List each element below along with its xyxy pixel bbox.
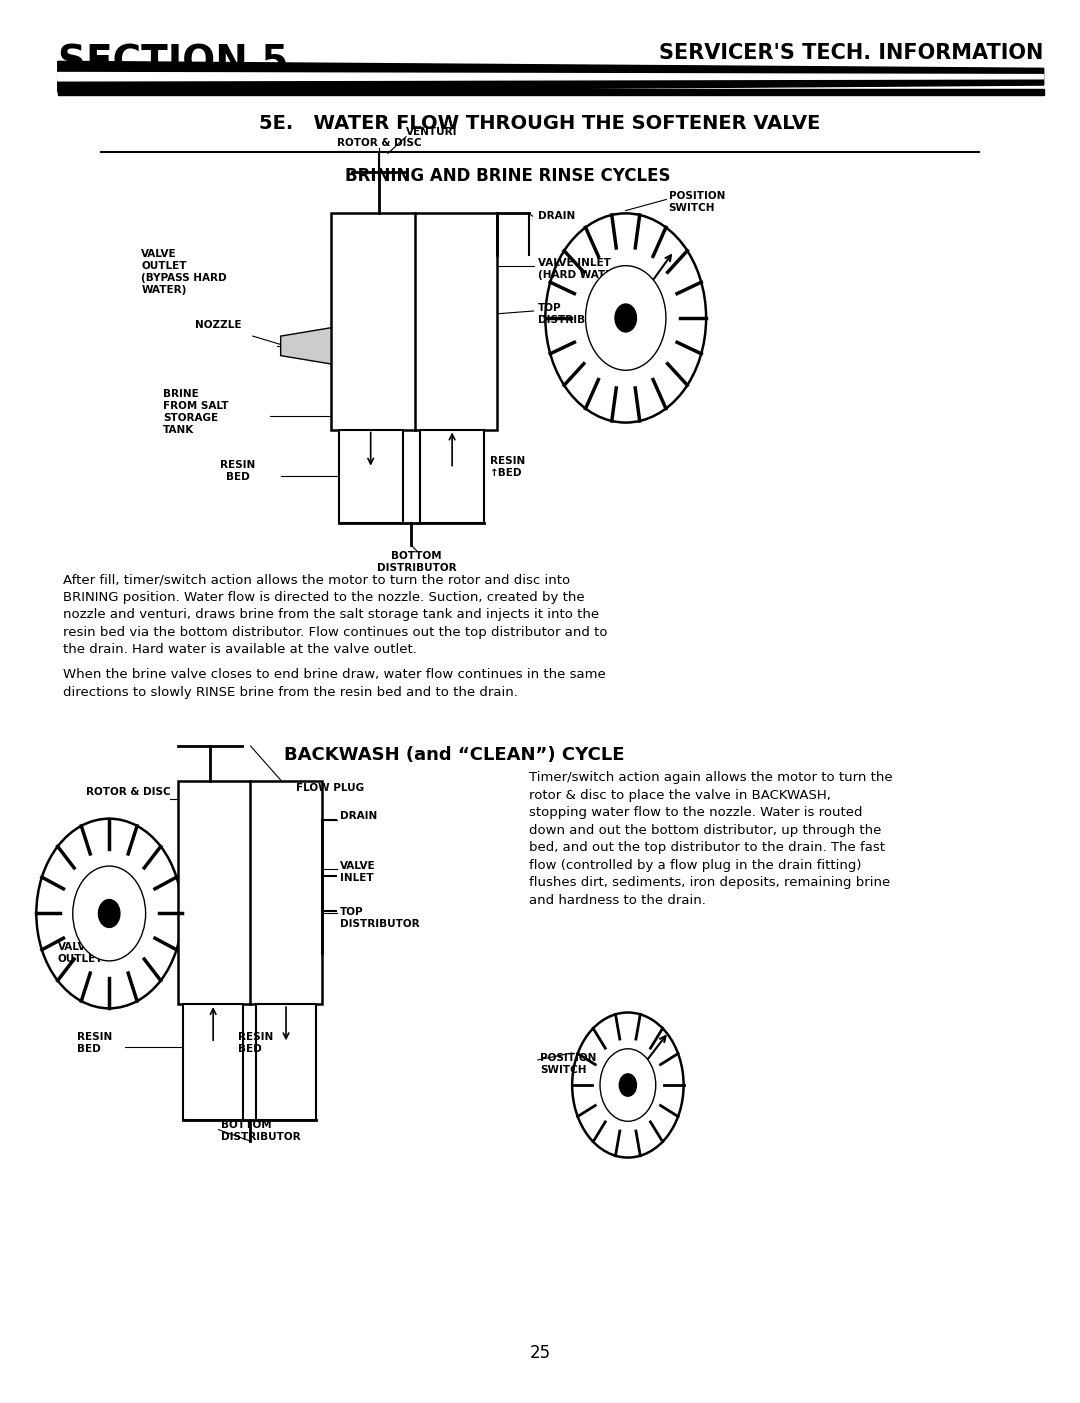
Polygon shape [57,62,1043,93]
Text: RESIN
BED: RESIN BED [77,1033,112,1054]
Circle shape [98,899,120,927]
Text: VENTURI: VENTURI [406,126,458,136]
Circle shape [600,1049,656,1121]
Text: BOTTOM
DISTRIBUTOR: BOTTOM DISTRIBUTOR [220,1120,300,1142]
Text: Timer/switch action again allows the motor to turn the
rotor & disc to place the: Timer/switch action again allows the mot… [529,772,893,906]
Circle shape [545,213,706,422]
Text: VALVE
INLET: VALVE INLET [339,860,375,882]
Text: When the brine valve closes to end brine draw, water flow continues in the same
: When the brine valve closes to end brine… [63,668,606,699]
Text: After fill, timer/switch action allows the motor to turn the rotor and disc into: After fill, timer/switch action allows t… [63,574,608,657]
Circle shape [615,304,636,333]
Circle shape [585,265,666,370]
FancyBboxPatch shape [178,781,323,1005]
Circle shape [619,1073,636,1096]
Text: ROTOR & DISC: ROTOR & DISC [337,137,421,147]
FancyBboxPatch shape [184,1005,243,1120]
Text: ROTOR & DISC: ROTOR & DISC [85,787,171,797]
FancyBboxPatch shape [338,429,403,523]
Text: DRAIN: DRAIN [339,811,377,821]
Text: NOZZLE: NOZZLE [194,320,242,330]
Circle shape [72,866,146,961]
Text: RESIN
BED: RESIN BED [238,1033,273,1054]
Text: 5E.   WATER FLOW THROUGH THE SOFTENER VALVE: 5E. WATER FLOW THROUGH THE SOFTENER VALV… [259,115,821,133]
Text: TOP
DISTRIBUTOR: TOP DISTRIBUTOR [339,906,419,929]
Polygon shape [281,328,332,363]
Text: SERVICER'S TECH. INFORMATION: SERVICER'S TECH. INFORMATION [659,43,1043,63]
Text: DRAIN: DRAIN [538,212,576,222]
Text: VALVE INLET
(HARD WATER): VALVE INLET (HARD WATER) [538,258,625,281]
Circle shape [37,819,183,1009]
Polygon shape [57,90,1043,95]
Text: 25: 25 [529,1344,551,1362]
Polygon shape [57,73,1043,81]
Text: BRINING AND BRINE RINSE CYCLES: BRINING AND BRINE RINSE CYCLES [346,167,671,185]
Text: RESIN
↑BED: RESIN ↑BED [489,456,525,478]
Text: POSITION
SWITCH: POSITION SWITCH [540,1054,596,1075]
Text: BRINE
FROM SALT
STORAGE
TANK: BRINE FROM SALT STORAGE TANK [163,389,228,435]
FancyBboxPatch shape [420,429,484,523]
Text: FLOW PLUG: FLOW PLUG [296,783,364,793]
Text: POSITION
SWITCH: POSITION SWITCH [669,191,725,213]
Text: VALVE
OUTLET: VALVE OUTLET [57,941,104,964]
FancyBboxPatch shape [332,213,497,429]
Text: BOTTOM
DISTRIBUTOR: BOTTOM DISTRIBUTOR [377,551,457,572]
Text: SECTION 5: SECTION 5 [57,43,288,81]
Text: VALVE
OUTLET
(BYPASS HARD
WATER): VALVE OUTLET (BYPASS HARD WATER) [141,248,227,295]
Text: RESIN
BED: RESIN BED [220,460,255,483]
Text: BACKWASH (and “CLEAN”) CYCLE: BACKWASH (and “CLEAN”) CYCLE [284,746,624,765]
Text: TOP
DISTRIBUTOR: TOP DISTRIBUTOR [538,303,618,324]
Circle shape [572,1013,684,1157]
FancyBboxPatch shape [256,1005,316,1120]
